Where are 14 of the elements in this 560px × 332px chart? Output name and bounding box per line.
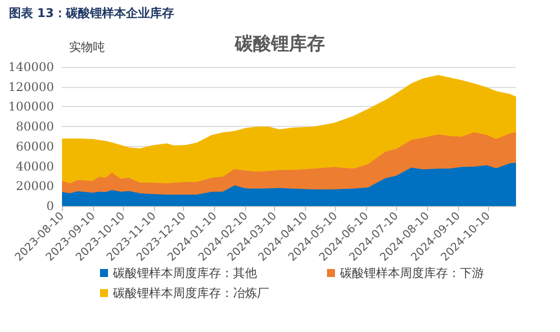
y-tick-label: 100000 xyxy=(8,100,54,114)
legend-label: 碳酸锂样本周度库存：冶炼厂 xyxy=(112,286,269,300)
y-tick-label: 140000 xyxy=(8,60,54,74)
chart-subtitle: 碳酸锂库存 xyxy=(234,34,325,54)
legend-label: 碳酸锂样本周度库存：下游 xyxy=(339,266,484,280)
y-tick-label: 40000 xyxy=(16,159,54,174)
chart-title: 图表 13：碳酸锂样本企业库存 xyxy=(9,6,174,20)
y-axis-title: 实物吨 xyxy=(69,40,105,54)
y-tick-label: 20000 xyxy=(16,179,54,194)
y-tick-label: 120000 xyxy=(8,80,54,94)
y-tick-label: 0 xyxy=(46,199,54,213)
y-tick-label: 80000 xyxy=(16,120,54,134)
legend-label: 碳酸锂样本周度库存：其他 xyxy=(112,266,257,280)
y-tick-label: 60000 xyxy=(16,139,54,154)
